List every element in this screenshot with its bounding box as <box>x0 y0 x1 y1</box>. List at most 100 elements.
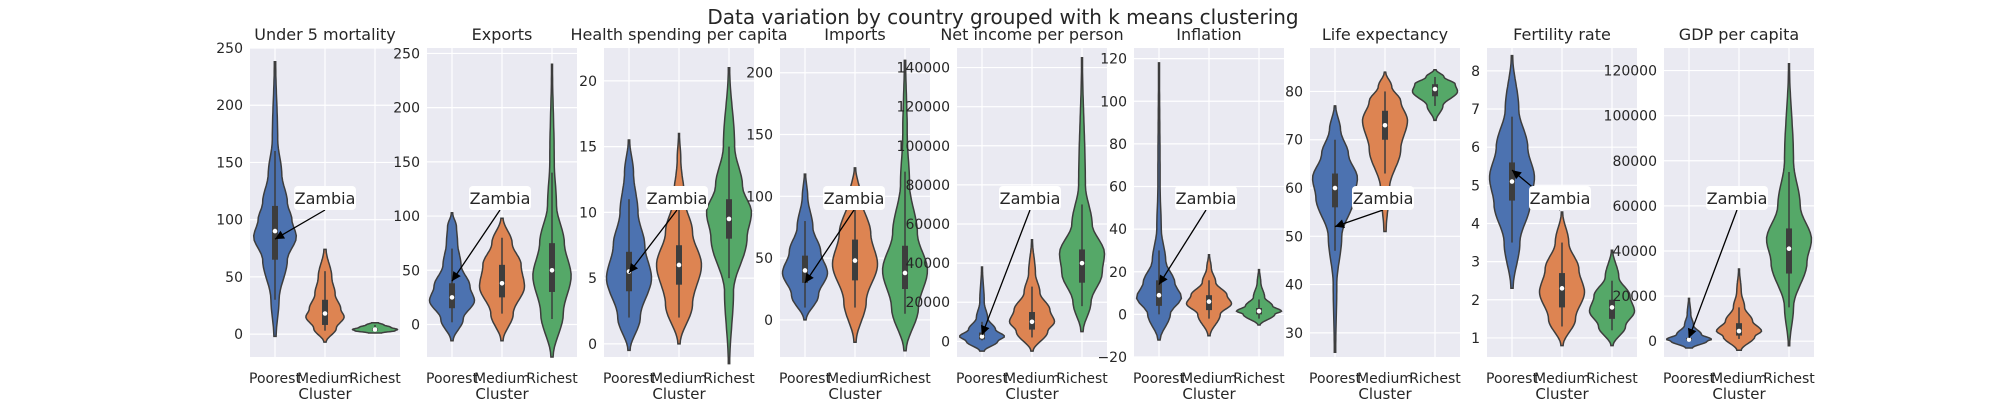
annotation-label: Zambia <box>1353 189 1414 208</box>
y-tick-label: 250 <box>216 41 243 57</box>
y-tick-label: 80 <box>1109 137 1127 153</box>
x-tick-label: Medium <box>827 371 883 387</box>
y-tick-label: 30 <box>1285 326 1303 342</box>
y-tick-label: 40000 <box>905 256 950 272</box>
y-tick-label: 80000 <box>905 178 950 194</box>
x-tick-label: Medium <box>651 371 707 387</box>
y-tick-label: 250 <box>393 46 420 62</box>
x-axis-label: Cluster <box>1358 385 1412 400</box>
violin-median <box>1686 337 1692 342</box>
x-axis-label: Cluster <box>828 385 882 400</box>
subplot-title: Exports <box>472 25 533 44</box>
subplot-title: Net income per person <box>940 25 1123 44</box>
violin-median <box>372 327 378 332</box>
x-tick-label: Poorest <box>779 371 831 387</box>
y-tick-label: 4 <box>1471 216 1480 232</box>
y-tick-label: 60 <box>1109 180 1127 196</box>
annotation-label: Zambia <box>470 189 531 208</box>
y-tick-label: 150 <box>216 155 243 171</box>
subplot-title: Health spending per capita <box>570 25 787 44</box>
violin-median <box>1256 308 1262 314</box>
violin-iqr-box <box>549 243 555 292</box>
subplot-2: 0 5 10 15 20 Health spending per capita Poores… <box>570 25 787 403</box>
y-tick-label: 0 <box>588 337 597 353</box>
y-tick-label: 15 <box>579 140 597 156</box>
subplot-title: Inflation <box>1176 25 1241 44</box>
subplot-title: GDP per capita <box>1679 25 1799 44</box>
y-tick-label: 20000 <box>1612 289 1657 305</box>
x-axis-label: Cluster <box>1712 385 1766 400</box>
y-tick-label: 0 <box>1118 307 1127 323</box>
violin-median <box>1079 260 1085 266</box>
y-tick-label: 200 <box>746 66 773 82</box>
y-tick-label: 120 <box>1100 52 1127 68</box>
violin-median <box>979 334 985 339</box>
annotation-arrow <box>274 209 326 240</box>
violin-median <box>499 280 505 286</box>
y-tick-label: 60000 <box>905 217 950 233</box>
violin-poorest <box>959 266 1005 352</box>
violin-poorest <box>1135 62 1183 341</box>
x-tick-label: Poorest <box>956 371 1008 387</box>
annotation-box <box>823 186 885 210</box>
y-tick-label: 50 <box>402 263 420 279</box>
violin-median <box>1609 305 1615 310</box>
figure-title: Data variation by country grouped with k… <box>707 5 1298 29</box>
annotation-arrowhead <box>275 230 286 240</box>
violin-median <box>1786 246 1792 252</box>
x-tick-label: Medium <box>1004 371 1060 387</box>
annotation-box <box>1529 186 1591 210</box>
violin-median <box>852 258 858 263</box>
x-tick-label: Medium <box>297 371 353 387</box>
annotation-label: Zambia <box>295 189 356 208</box>
x-tick-label: Poorest <box>426 371 478 387</box>
violin-iqr-box <box>902 245 908 290</box>
y-tick-label: 100 <box>746 189 773 205</box>
violin-median <box>902 270 908 276</box>
subplot-0: 0 50 100 150 200 250 Under 5 mortality PoorestM… <box>216 25 401 403</box>
subplot-title: Imports <box>824 25 885 44</box>
violin-median <box>1559 286 1565 291</box>
annotation-arrow <box>804 209 855 284</box>
annotation-box <box>1352 186 1414 210</box>
y-tick-label: 120000 <box>897 100 950 116</box>
violin-median <box>1029 319 1035 325</box>
annotation-label: Zambia <box>1000 189 1061 208</box>
annotation-arrow <box>1158 209 1207 285</box>
violin-median <box>1432 86 1438 92</box>
x-tick-label: Poorest <box>249 371 301 387</box>
y-tick-label: 1 <box>1471 331 1480 347</box>
y-tick-label: 80000 <box>1612 154 1657 170</box>
annotation-arrowhead <box>1159 274 1168 285</box>
violin-iqr-box <box>1332 173 1338 208</box>
y-tick-label: 3 <box>1471 255 1480 271</box>
violin-richest <box>1235 268 1283 326</box>
x-tick-label: Richest <box>526 371 578 387</box>
x-tick-label: Richest <box>1763 371 1815 387</box>
x-tick-label: Richest <box>703 371 755 387</box>
y-tick-label: 0 <box>764 313 773 329</box>
x-tick-label: Richest <box>1586 371 1638 387</box>
subplot-1: 0 50 100 150 200 250 Exports PoorestMediumRiche… <box>393 25 578 403</box>
annotation-arrow <box>981 209 1031 336</box>
x-tick-label: Medium <box>1357 371 1413 387</box>
x-tick-label: Richest <box>349 371 401 387</box>
y-tick-label: 50 <box>755 251 773 267</box>
y-tick-label: 100000 <box>1604 109 1657 125</box>
annotation-arrowhead <box>452 271 461 282</box>
y-tick-label: 20 <box>579 74 597 90</box>
y-tick-label: 60000 <box>1612 199 1657 215</box>
y-tick-label: 70 <box>1285 133 1303 149</box>
violin-median <box>549 267 555 273</box>
y-tick-label: 8 <box>1471 64 1480 80</box>
y-tick-label: 7 <box>1471 102 1480 118</box>
y-tick-label: 150 <box>746 128 773 144</box>
y-tick-label: 40 <box>1109 222 1127 238</box>
x-tick-label: Medium <box>1711 371 1767 387</box>
violin-median <box>802 268 808 273</box>
annotation-arrow <box>1688 209 1738 339</box>
y-tick-label: 100 <box>1100 94 1127 110</box>
y-tick-label: 40000 <box>1612 244 1657 260</box>
annotation-box <box>646 186 708 210</box>
subplot-7: 1 2 3 4 5 6 7 8 Fertility rate PoorestMediumRiche… <box>1471 25 1638 403</box>
